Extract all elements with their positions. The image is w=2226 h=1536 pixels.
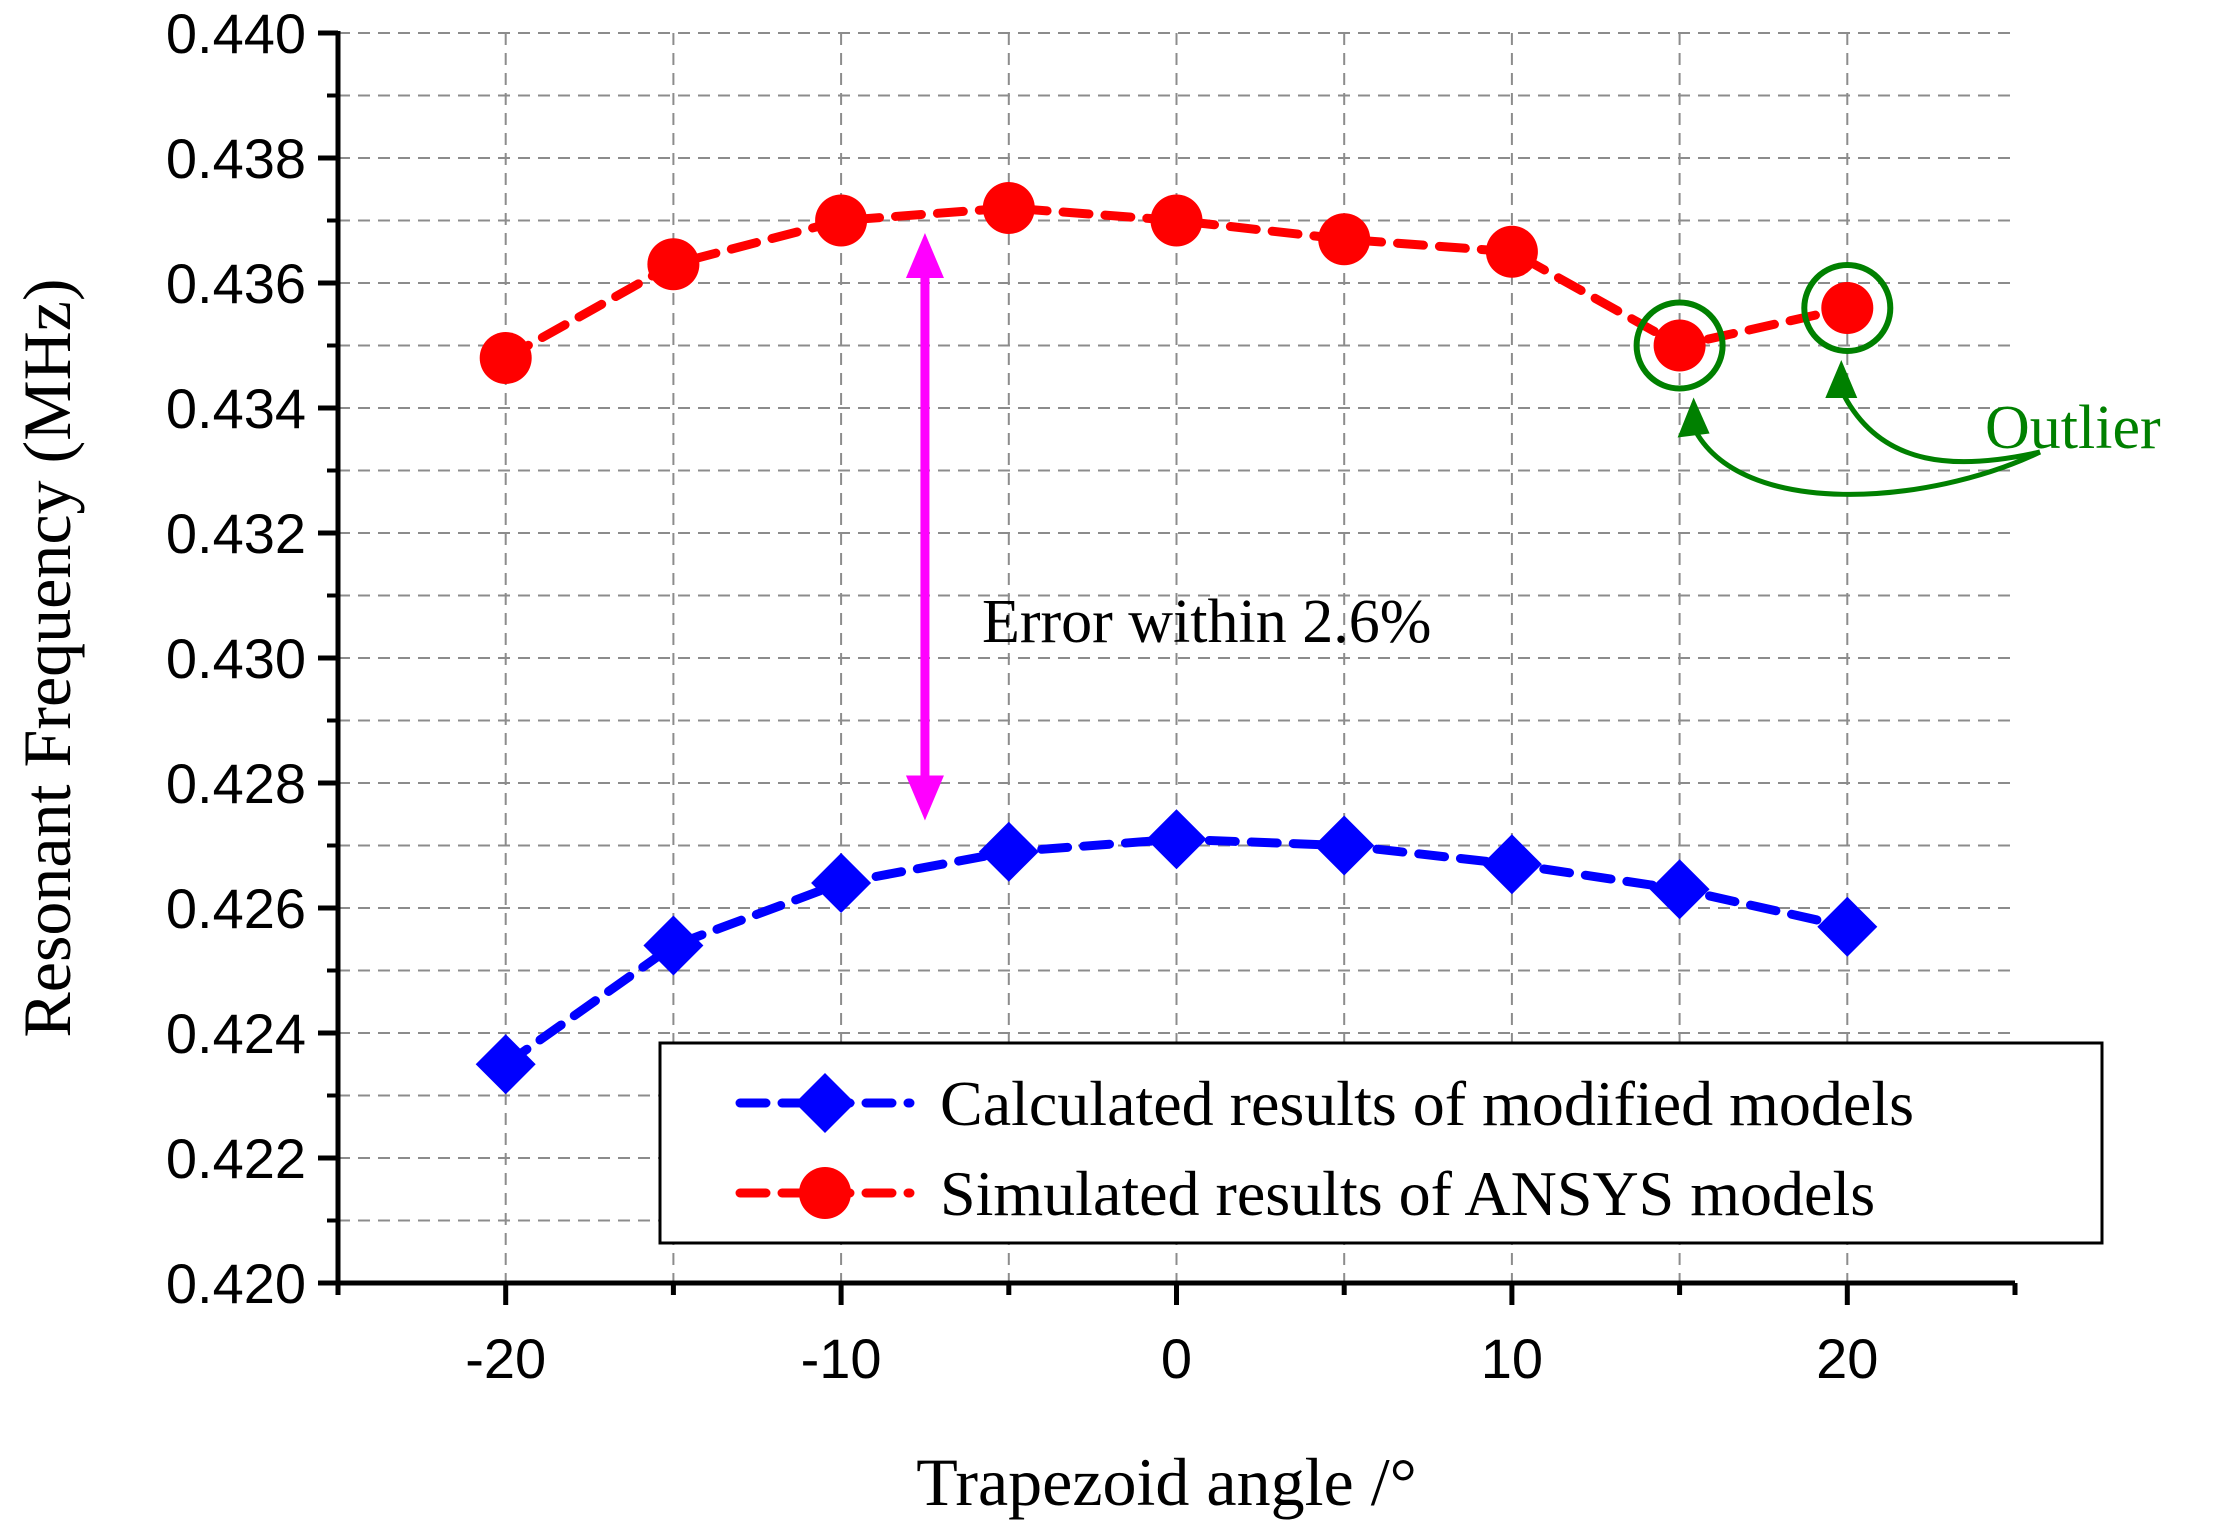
- outlier-arrow-2: [1839, 388, 2041, 465]
- y-tick-label: 0.436: [166, 252, 306, 315]
- ticks: 0.420 0.422 0.424 0.426 0.428 0.430 0.432 0.434…: [166, 2, 2018, 1390]
- outlier-label: Outlier: [1985, 394, 2161, 462]
- x-tick-label: -20: [465, 1327, 546, 1390]
- y-tick-label: 0.432: [166, 502, 306, 565]
- data-point-diamond: [811, 853, 872, 913]
- y-tick-label: 0.430: [166, 627, 306, 690]
- y-tick-label: 0.420: [166, 1252, 306, 1315]
- outlier-arrow-head-1: [1677, 397, 1710, 438]
- data-point-circle: [1150, 194, 1203, 247]
- data-point-diamond: [475, 1034, 536, 1095]
- error-arrow-head-down: [905, 775, 944, 821]
- data-point-diamond: [1649, 859, 1710, 920]
- data-point-circle: [1485, 225, 1538, 278]
- legend-box: [658, 1041, 2104, 1245]
- x-axis-title: Trapezoid angle /°: [916, 1444, 1417, 1520]
- error-arrow-head-up: [905, 233, 944, 278]
- legend: Calculated results of modified models Sim…: [658, 1041, 2104, 1245]
- y-tick-label: 0.422: [166, 1127, 306, 1190]
- data-point-circle: [1318, 213, 1371, 266]
- error-annotation-text: Error within 2.6%: [982, 588, 1431, 656]
- data-point-circle: [479, 332, 532, 384]
- y-tick-label: 0.440: [166, 2, 306, 65]
- x-tick-label: -10: [801, 1327, 882, 1390]
- legend-label-1: Calculated results of modified models: [940, 1068, 1914, 1139]
- series: [475, 182, 1878, 1095]
- y-tick-label: 0.438: [166, 127, 306, 190]
- y-tick-label: 0.426: [166, 877, 306, 940]
- outlier-arrow-1: [1691, 426, 2042, 497]
- data-point-diamond: [1481, 834, 1542, 895]
- y-axis-title: Resonant Frequency (MHz): [9, 278, 85, 1037]
- data-point-circle: [1821, 282, 1874, 334]
- x-tick-label: 0: [1161, 1327, 1192, 1390]
- x-tick-label: 10: [1481, 1327, 1543, 1390]
- y-tick-label: 0.424: [166, 1002, 306, 1065]
- data-point-circle: [647, 238, 700, 291]
- outlier-arrow-head-2: [1825, 360, 1858, 398]
- data-point-circle: [1653, 319, 1706, 372]
- data-point-diamond: [1146, 809, 1207, 870]
- y-tick-label: 0.428: [166, 752, 306, 815]
- data-point-diamond: [1817, 896, 1878, 957]
- legend-marker-diamond: [795, 1073, 855, 1133]
- outlier-ring: [1633, 299, 1726, 392]
- outlier-ring: [1801, 262, 1894, 354]
- legend-label-2: Simulated results of ANSYS models: [940, 1158, 1875, 1229]
- data-point-diamond: [1314, 815, 1375, 876]
- annotations: Error within 2.6% Outlier: [905, 233, 2161, 821]
- data-point-circle: [982, 182, 1035, 234]
- y-tick-label: 0.434: [166, 377, 306, 440]
- data-point-diamond: [978, 821, 1039, 882]
- data-point-circle: [815, 194, 868, 247]
- data-point-diamond: [643, 915, 704, 976]
- x-tick-label: 20: [1816, 1327, 1878, 1390]
- legend-marker-circle: [799, 1167, 851, 1219]
